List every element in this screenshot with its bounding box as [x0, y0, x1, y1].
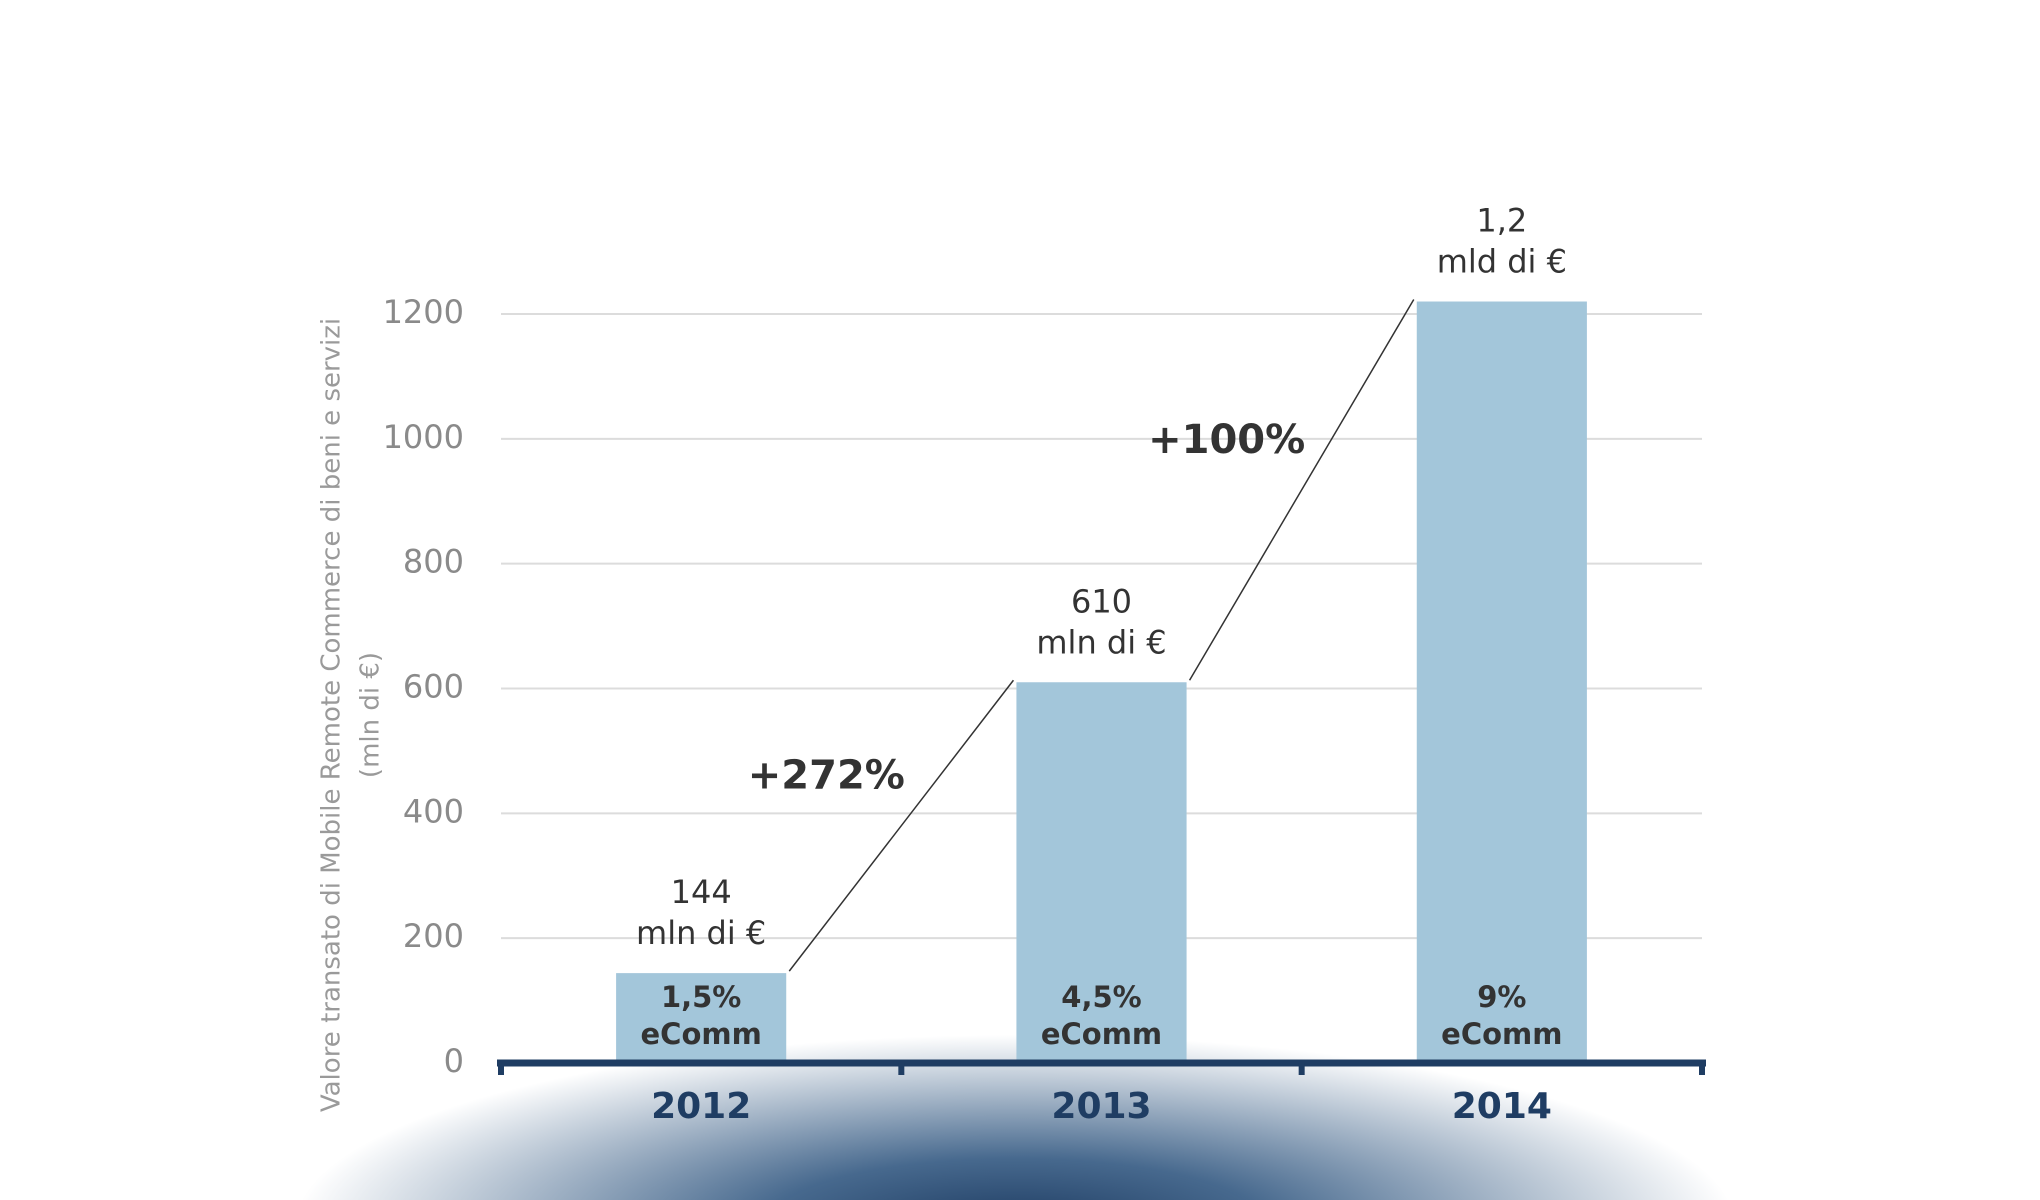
- y-tick-label: 200: [403, 917, 464, 955]
- y-tick-label: 0: [444, 1042, 464, 1080]
- share-label: eComm: [641, 1017, 762, 1051]
- bar: [1016, 682, 1187, 1063]
- share-label: 9%: [1477, 980, 1526, 1014]
- value-label: mln di €: [1036, 623, 1166, 661]
- y-tick-label: 1000: [383, 418, 464, 456]
- y-axis-label: (mln di €): [356, 652, 386, 778]
- value-label: mld di €: [1437, 243, 1567, 281]
- y-tick-label: 800: [403, 543, 464, 581]
- growth-label: +272%: [748, 753, 905, 799]
- bar: [1416, 301, 1587, 1063]
- share-label: 4,5%: [1061, 980, 1141, 1014]
- value-label: 144: [671, 873, 732, 911]
- x-tick-label: 2014: [1452, 1086, 1552, 1127]
- y-tick-label: 600: [403, 668, 464, 706]
- bar: [616, 973, 787, 1063]
- value-label: 610: [1071, 582, 1132, 620]
- x-tick-label: 2012: [651, 1086, 751, 1127]
- growth-label: +100%: [1148, 417, 1305, 463]
- value-label: 1,2: [1476, 202, 1527, 240]
- share-label: 1,5%: [661, 980, 741, 1014]
- share-label: eComm: [1441, 1017, 1562, 1051]
- y-tick-label: 1200: [383, 293, 464, 331]
- x-tick-label: 2013: [1051, 1086, 1151, 1127]
- growth-line: [788, 679, 1015, 972]
- y-tick-label: 400: [403, 792, 464, 830]
- share-label: eComm: [1041, 1017, 1162, 1051]
- y-axis-label: Valore transato di Mobile Remote Commerc…: [317, 318, 347, 1112]
- value-label: mln di €: [636, 914, 766, 952]
- growth-line: [1188, 299, 1415, 681]
